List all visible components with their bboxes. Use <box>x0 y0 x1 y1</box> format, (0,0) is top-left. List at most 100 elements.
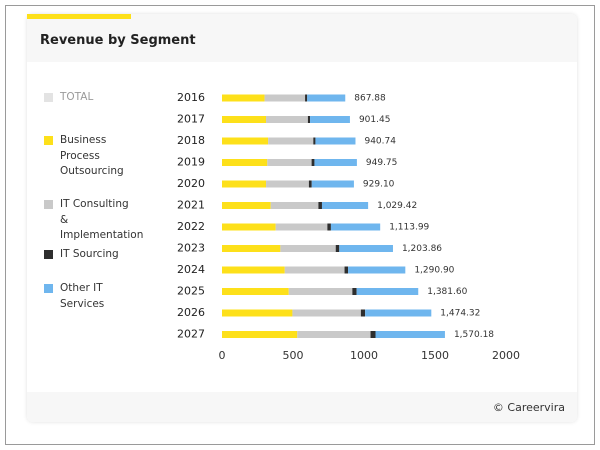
legend-swatch <box>44 200 53 209</box>
bar-segment <box>321 202 369 209</box>
bar-segment <box>222 137 269 145</box>
y-tick-label: 2024 <box>177 263 205 276</box>
bar-segment <box>313 137 316 145</box>
bar-segment <box>280 245 336 252</box>
y-tick-label: 2027 <box>177 328 205 341</box>
bar-segment <box>307 94 346 102</box>
total-label: 929.10 <box>363 180 395 190</box>
bar-segment <box>315 137 356 145</box>
bar-segment <box>264 94 306 102</box>
bar-segment <box>310 116 350 123</box>
x-tick-label: 1500 <box>421 349 449 362</box>
y-tick-label: 2016 <box>177 91 205 104</box>
bar-segment <box>318 202 322 209</box>
bar-segment <box>356 288 419 295</box>
bar-segment <box>360 309 366 317</box>
total-label: 1,113.99 <box>389 223 429 233</box>
y-tick-label: 2017 <box>177 113 205 126</box>
x-tick-label: 1000 <box>350 349 378 362</box>
legend-label: Other IT Services <box>60 282 105 310</box>
bar-segment <box>307 116 311 123</box>
bar-segment <box>266 116 308 123</box>
footer: © Careervira <box>27 392 577 422</box>
legend-label: Business Process Outsourcing <box>60 134 124 177</box>
bar-segment <box>222 159 268 166</box>
x-tick-label: 500 <box>283 349 304 362</box>
legend-swatch <box>44 136 53 145</box>
bar-segment <box>344 266 349 274</box>
total-label: 949.75 <box>366 158 398 168</box>
legend-swatch <box>44 250 53 259</box>
legend-swatch <box>44 93 53 102</box>
total-label: 1,381.60 <box>427 287 467 297</box>
y-tick-label: 2022 <box>177 220 205 233</box>
x-tick-label: 2000 <box>492 349 520 362</box>
legend-item: IT Sourcing <box>44 247 140 263</box>
total-label: 1,570.18 <box>454 330 494 340</box>
bar-segment <box>330 223 381 231</box>
total-label: 1,203.86 <box>402 244 442 254</box>
legend-item: IT Consulting & Implementation <box>44 197 144 244</box>
bar-segment <box>222 288 289 295</box>
bar-segment <box>288 288 353 295</box>
bar-segment <box>266 180 309 188</box>
bar-segment <box>270 202 319 209</box>
bar-segment <box>297 331 371 338</box>
card: Revenue by Segment © Careervira <box>27 14 577 422</box>
bar-segment <box>275 223 328 231</box>
bar-segment <box>370 331 376 338</box>
bar-segment <box>222 116 267 123</box>
bar-segment <box>268 137 314 145</box>
bar-segment <box>352 288 357 295</box>
bar-segment <box>348 266 406 274</box>
y-tick-label: 2026 <box>177 306 205 319</box>
bar-segment <box>222 245 281 252</box>
bar-segment <box>311 180 354 188</box>
footer-text: © Careervira <box>492 401 565 414</box>
legend-label: TOTAL <box>60 91 94 103</box>
bar-segment <box>335 245 340 252</box>
y-tick-label: 2025 <box>177 285 205 298</box>
y-tick-label: 2023 <box>177 242 205 255</box>
bar-segment <box>222 266 285 274</box>
total-label: 1,290.90 <box>414 266 454 276</box>
bar-segment <box>327 223 331 231</box>
y-tick-label: 2019 <box>177 156 205 169</box>
bar-segment <box>222 331 298 338</box>
chart-title: Revenue by Segment <box>40 33 196 48</box>
legend-item: TOTAL <box>44 90 140 106</box>
bar-segment <box>284 266 345 274</box>
legend-item: Other IT Services <box>44 281 140 312</box>
bar-segment <box>375 331 445 338</box>
total-label: 1,029.42 <box>377 201 417 211</box>
total-label: 867.88 <box>354 94 386 104</box>
legend-swatch <box>44 284 53 293</box>
bar-segment <box>222 223 276 231</box>
bar-segment <box>305 94 308 102</box>
bar-segment <box>222 309 293 317</box>
total-label: 901.45 <box>359 115 391 125</box>
bar-segment <box>267 159 312 166</box>
total-label: 940.74 <box>364 137 396 147</box>
legend-label: IT Sourcing <box>60 248 119 260</box>
bar-segment <box>308 180 312 188</box>
x-tick-label: 0 <box>219 349 226 362</box>
header: Revenue by Segment <box>27 14 577 62</box>
y-tick-label: 2020 <box>177 177 205 190</box>
legend-item: Business Process Outsourcing <box>44 133 140 180</box>
bar-segment <box>222 94 265 102</box>
bar-segment <box>311 159 315 166</box>
frame <box>5 5 595 445</box>
accent-tab <box>27 14 131 19</box>
y-tick-label: 2021 <box>177 199 205 212</box>
bar-segment <box>365 309 432 317</box>
total-label: 1,474.32 <box>440 309 480 319</box>
bar-segment <box>222 180 267 188</box>
bar-segment <box>314 159 357 166</box>
legend-label: IT Consulting & Implementation <box>60 198 144 241</box>
bar-segment <box>339 245 393 252</box>
y-tick-label: 2018 <box>177 134 205 147</box>
bar-segment <box>292 309 361 317</box>
